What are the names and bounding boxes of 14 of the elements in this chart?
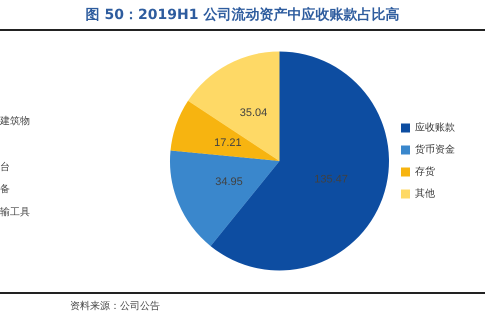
legend-label: 货币资金 xyxy=(415,144,455,156)
text: 备 xyxy=(0,183,10,196)
chart-title: 图 50：2019H1 公司流动资产中应收账款占比高 xyxy=(84,6,400,24)
data-label: 17.21 xyxy=(214,136,242,149)
data-label: 34.95 xyxy=(215,176,243,188)
text: 资料来源：公司公告 xyxy=(70,300,160,313)
data-label: 135.47 xyxy=(314,173,348,186)
text: 建筑物 xyxy=(0,114,30,128)
legend-label: 应收账款 xyxy=(415,122,455,134)
text: 输工具 xyxy=(0,206,30,219)
data-label: 35.04 xyxy=(240,106,268,119)
legend-label: 存货 xyxy=(415,166,435,178)
legend-label: 其他 xyxy=(415,188,435,200)
text: 台 xyxy=(0,160,10,174)
